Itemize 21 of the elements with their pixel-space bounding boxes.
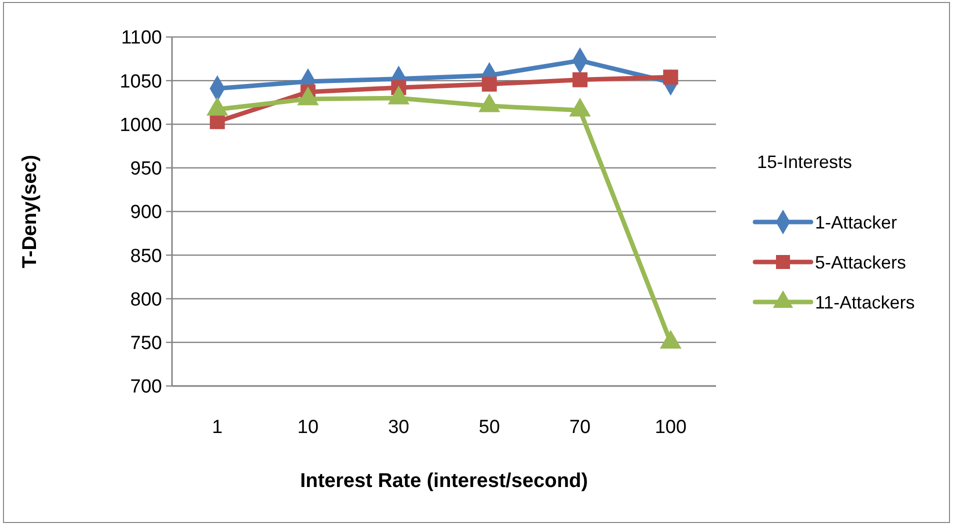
y-tick-label: 700 — [130, 376, 162, 398]
y-tick-label: 1000 — [120, 114, 162, 136]
y-tick-label: 850 — [130, 246, 162, 267]
x-tick-label: 30 — [388, 417, 410, 438]
y-tick-label: 900 — [130, 202, 162, 224]
x-tick-label: 70 — [569, 417, 591, 438]
legend-label: 5-Attackers — [815, 252, 906, 272]
legend-label: 11-Attackers — [815, 292, 915, 312]
y-tick-label: 800 — [130, 289, 162, 310]
x-axis-title: Interest Rate (interest/second) — [300, 470, 588, 492]
y-axis-title: T-Deny(sec) — [19, 154, 41, 268]
x-tick-label: 50 — [478, 417, 500, 438]
y-tick-label: 950 — [130, 158, 162, 180]
y-tick-label: 750 — [130, 333, 162, 354]
x-tick-label: 10 — [297, 417, 319, 438]
legend-title: 15-Interests — [757, 152, 852, 172]
y-tick-label: 1100 — [121, 28, 162, 49]
x-tick-label: 100 — [654, 417, 687, 438]
legend-label: 1-Attacker — [815, 212, 898, 232]
y-tick-label: 1050 — [120, 71, 162, 92]
x-tick-label: 1 — [212, 417, 223, 438]
